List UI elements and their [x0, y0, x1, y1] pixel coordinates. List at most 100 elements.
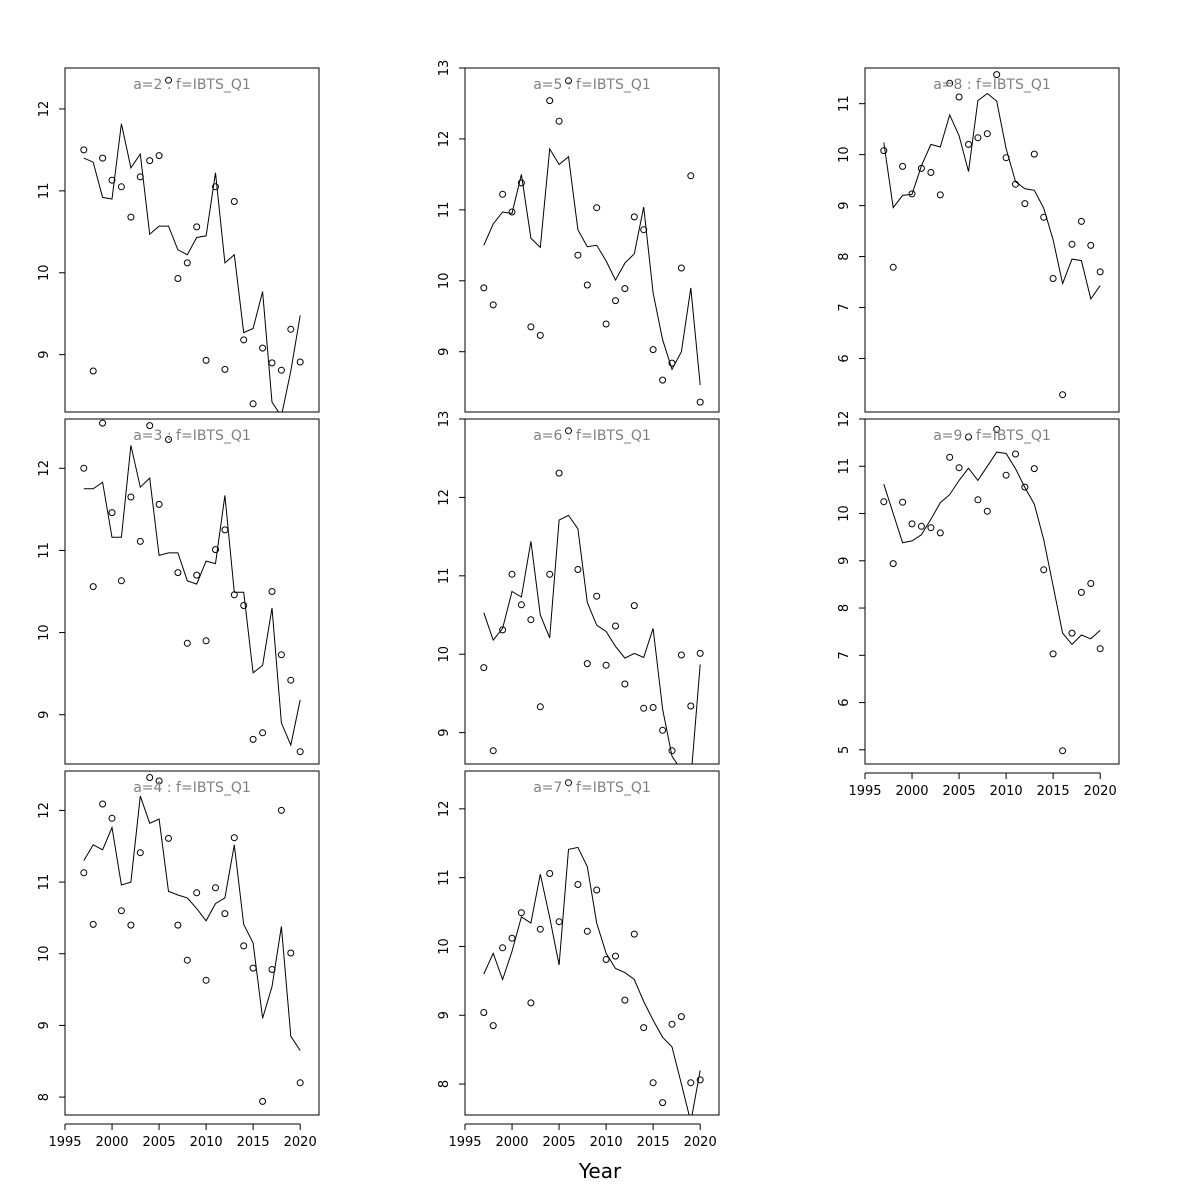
fitted-line: [483, 846, 701, 1115]
y-tick-label: 12: [37, 101, 52, 118]
observed-points: [80, 76, 304, 408]
data-point: [499, 944, 507, 952]
data-point: [136, 849, 144, 857]
y-tick-label: 9: [437, 1011, 452, 1019]
y-tick-label: 11: [837, 95, 852, 112]
y-tick-label: 11: [437, 869, 452, 886]
panel-2: a=3 : f=IBTS_Q1 9 10 11 12: [37, 418, 320, 765]
data-point: [899, 498, 907, 506]
fitted-line: [83, 795, 301, 1051]
data-point: [99, 800, 107, 808]
data-point: [193, 223, 201, 231]
data-point: [202, 976, 210, 984]
data-point: [277, 806, 285, 814]
y-tick-label: 7: [837, 651, 852, 659]
data-point: [108, 509, 116, 517]
y-tick-label: 13: [437, 411, 452, 428]
data-point: [517, 909, 525, 917]
observed-points: [880, 71, 1104, 399]
data-point: [287, 949, 295, 957]
y-tick-label: 10: [437, 938, 452, 955]
plot-frame: [64, 418, 320, 765]
data-point: [574, 881, 582, 888]
data-point: [936, 191, 944, 199]
data-point: [1068, 629, 1076, 637]
data-point: [908, 190, 916, 198]
data-point: [221, 526, 229, 534]
y-tick-label: 10: [437, 273, 452, 290]
data-point: [155, 500, 163, 508]
data-point: [249, 964, 257, 972]
data-point: [621, 285, 629, 293]
x-tick-label: 1995: [448, 1135, 481, 1150]
data-point: [677, 651, 685, 659]
data-point: [127, 921, 135, 929]
data-point: [621, 680, 629, 688]
fitted-line: [883, 451, 1101, 646]
data-point: [659, 726, 667, 734]
data-point: [677, 264, 685, 272]
x-tick-label: 2000: [495, 1135, 528, 1150]
data-point: [687, 172, 695, 180]
panels: a=2 : f=IBTS_Q1 9 10 11 12 a=3 : f=IBTS_Q1 9 10…: [37, 60, 1120, 1150]
data-point: [202, 356, 210, 364]
data-point: [230, 591, 238, 599]
panel-1: a=2 : f=IBTS_Q1 9 10 11 12: [37, 67, 320, 413]
data-point: [268, 359, 276, 367]
data-point: [193, 889, 201, 897]
data-point: [917, 164, 925, 172]
data-point: [583, 281, 591, 289]
y-tick-label: 11: [37, 183, 52, 200]
fitted-line: [883, 92, 1101, 301]
data-point: [527, 323, 535, 331]
data-point: [1030, 150, 1038, 158]
data-point: [640, 226, 648, 234]
data-point: [80, 464, 88, 472]
data-point: [146, 774, 154, 781]
data-point: [612, 297, 619, 305]
data-point: [517, 179, 525, 187]
data-point: [489, 1022, 497, 1030]
data-point: [174, 921, 182, 929]
data-point: [565, 427, 572, 435]
data-point: [612, 622, 619, 630]
observed-points: [480, 427, 704, 755]
data-point: [696, 398, 704, 406]
y-tick-label: 6: [837, 354, 852, 362]
panel-7: a=8 : f=IBTS_Q1 6 7 8 9 10 11: [837, 67, 1120, 413]
data-point: [165, 834, 172, 842]
data-point: [1049, 275, 1057, 282]
data-point: [165, 76, 172, 84]
data-point: [983, 507, 991, 515]
panel-title: a=6 : f=IBTS_Q1: [533, 428, 651, 444]
y-tick-label: 6: [837, 698, 852, 706]
data-point: [889, 560, 897, 568]
panel-title: a=7 : f=IBTS_Q1: [533, 780, 651, 796]
data-point: [240, 336, 248, 344]
observed-points: [80, 774, 304, 1105]
fitted-line: [483, 514, 701, 764]
data-point: [546, 870, 554, 877]
panel-8: a=9 : f=IBTS_Q1 5 6 7 8 9 10 11 12 1995 2000 2005 20…: [837, 411, 1120, 799]
data-point: [193, 571, 201, 579]
x-tick-label: 2005: [143, 1135, 176, 1150]
data-point: [583, 927, 591, 935]
y-tick-label: 7: [837, 303, 852, 311]
data-point: [1077, 217, 1085, 225]
data-point: [259, 729, 267, 737]
data-point: [517, 601, 525, 609]
data-point: [908, 520, 916, 528]
y-tick-label: 9: [837, 201, 852, 209]
panel-title: a=2 : f=IBTS_Q1: [133, 77, 251, 93]
data-point: [240, 942, 248, 950]
data-point: [1096, 645, 1104, 653]
data-point: [527, 616, 535, 624]
data-point: [1012, 180, 1019, 188]
data-point: [480, 284, 488, 292]
x-axis-label: Year: [578, 1159, 622, 1183]
data-point: [1030, 465, 1038, 473]
x-tick-label: 2020: [1084, 784, 1117, 799]
data-point: [117, 183, 125, 191]
data-point: [593, 886, 601, 894]
